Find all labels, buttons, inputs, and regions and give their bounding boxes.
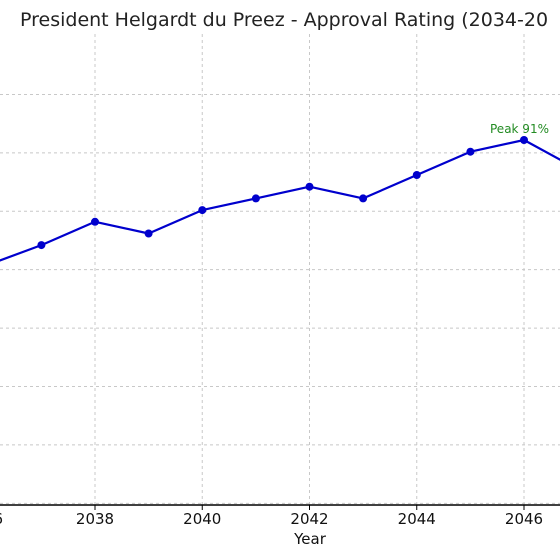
x-tick-label: 2044 xyxy=(398,510,436,528)
data-point xyxy=(306,183,314,191)
data-point xyxy=(198,206,206,214)
grid xyxy=(0,34,560,505)
data-point xyxy=(91,218,99,226)
x-axis-label: Year xyxy=(293,530,327,548)
series-line xyxy=(0,140,560,265)
data-point xyxy=(520,136,528,144)
data-point xyxy=(413,171,421,179)
series-line-group xyxy=(0,136,560,269)
data-point xyxy=(252,194,260,202)
peak-annotation: Peak 91% xyxy=(490,122,549,136)
data-point xyxy=(145,230,153,238)
x-tick-label: 2042 xyxy=(290,510,328,528)
x-tick-label: 2038 xyxy=(76,510,114,528)
annotations: Peak 91% xyxy=(490,122,549,136)
data-point xyxy=(466,148,474,156)
data-point xyxy=(359,194,367,202)
chart-title: President Helgardt du Preez - Approval R… xyxy=(20,9,548,31)
x-tick-labels: 6 2038 2040 2042 2044 2046 xyxy=(0,510,543,528)
x-tick-label: 2046 xyxy=(505,510,543,528)
x-tick-label: 6 xyxy=(0,510,3,528)
x-tick-label: 2040 xyxy=(183,510,221,528)
data-point xyxy=(37,241,45,249)
